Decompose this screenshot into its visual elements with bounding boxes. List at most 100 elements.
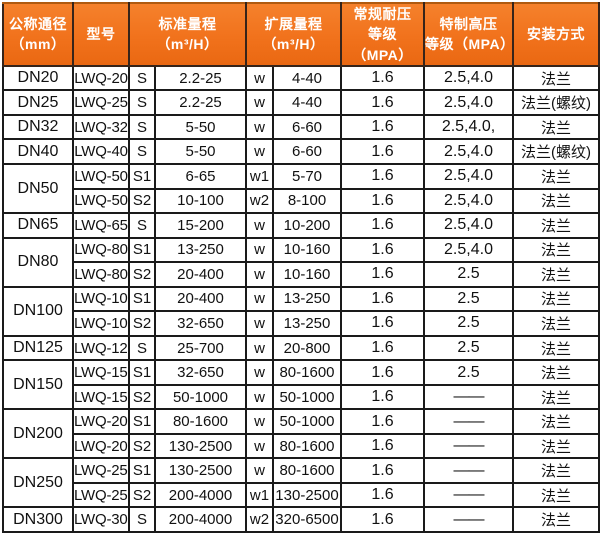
standard-range-cell: 10-100: [154, 187, 247, 215]
standard-range-cell: 50-1000: [154, 383, 247, 411]
table-header: 公称通径 （mm） 型号 标准量程 （m³/H） 扩展量程 （m³/H） 常规耐压 等级（MPA…: [2, 2, 600, 67]
nominal-diameter-cell: DN65: [2, 212, 74, 239]
extended-code-cell: w: [245, 359, 274, 386]
nominal-diameter-cell: DN200: [2, 408, 74, 460]
extended-range-cell: 50-1000: [272, 408, 342, 435]
column-header-line: 安装方式: [527, 26, 585, 43]
standard-range-cell: 5-50: [154, 138, 247, 165]
standard-code-cell: S1: [128, 457, 156, 484]
standard-code-cell: S2: [128, 432, 156, 460]
model-cell: LWQ-25: [72, 89, 130, 116]
standard-range-cell: 32-650: [154, 359, 247, 386]
installation-cell: 法兰: [512, 310, 600, 337]
model-cell: LWQ-150: [72, 359, 130, 386]
standard-range-cell: 2.2-25: [154, 89, 247, 116]
extended-range-cell: 10-160: [272, 261, 342, 288]
column-header-line: （mm）: [10, 36, 66, 53]
special-pressure-cell: 2.5: [423, 261, 514, 288]
model-cell: LWQ-80: [72, 261, 130, 288]
standard-code-cell: S: [128, 506, 156, 533]
standard-range-cell: 130-2500: [154, 432, 247, 460]
extended-range-cell: 8-100: [272, 187, 342, 215]
standard-code-cell: S1: [128, 163, 156, 190]
extended-range-cell: 4-40: [272, 89, 342, 116]
extended-range-cell: 80-1600: [272, 359, 342, 386]
standard-code-cell: S: [128, 334, 156, 362]
installation-cell: 法兰: [512, 212, 600, 239]
model-cell: LWQ-50: [72, 163, 130, 190]
regular-pressure-cell: 1.6: [340, 113, 425, 141]
special-pressure-cell: 2.5: [423, 334, 514, 362]
column-header-line: 型号: [86, 26, 116, 43]
extended-range-cell: 320-6500: [272, 506, 342, 533]
regular-pressure-cell: 1.6: [340, 334, 425, 362]
regular-pressure-cell: 1.6: [340, 359, 425, 386]
standard-code-cell: S: [128, 212, 156, 239]
installation-cell: 法兰: [512, 113, 600, 141]
standard-code-cell: S1: [128, 408, 156, 435]
extended-code-cell: w1: [245, 481, 274, 509]
standard-range-cell: 200-4000: [154, 481, 247, 509]
nominal-diameter-cell: DN150: [2, 359, 74, 411]
extended-code-cell: w: [245, 64, 274, 92]
model-cell: LWQ-250: [72, 481, 130, 509]
table-row: LWQ-50 S2 10-100 w2 8-100 1.6 2.5,4.0 法兰: [3, 187, 600, 215]
nominal-diameter-cell: DN50: [2, 163, 74, 215]
installation-cell: 法兰(螺纹): [512, 138, 600, 165]
special-pressure-cell: 2.5: [423, 310, 514, 337]
special-pressure-cell: ——: [423, 506, 514, 533]
nominal-diameter-cell: DN125: [2, 334, 74, 362]
model-cell: LWQ-150: [72, 383, 130, 411]
standard-code-cell: S: [128, 89, 156, 116]
extended-code-cell: w: [245, 236, 274, 264]
standard-range-cell: 2.2-25: [154, 64, 247, 92]
extended-range-cell: 80-1600: [272, 457, 342, 484]
extended-code-cell: w: [245, 310, 274, 337]
standard-code-cell: S2: [128, 261, 156, 288]
installation-cell: 法兰: [512, 457, 600, 484]
regular-pressure-cell: 1.6: [340, 64, 425, 92]
column-header-line: 常规耐压: [353, 6, 412, 22]
extended-range-cell: 50-1000: [272, 383, 342, 411]
nominal-diameter-cell: DN40: [2, 138, 74, 165]
extended-code-cell: w: [245, 212, 274, 239]
nominal-diameter-cell: DN250: [2, 457, 74, 509]
extended-code-cell: w: [245, 138, 274, 165]
standard-range-cell: 130-2500: [154, 457, 247, 484]
model-cell: LWQ-100: [72, 310, 130, 337]
extended-range-cell: 13-250: [272, 310, 342, 337]
special-pressure-cell: ——: [423, 383, 514, 411]
extended-range-cell: 13-250: [272, 285, 342, 313]
nominal-diameter-cell: DN100: [2, 285, 74, 337]
model-cell: LWQ-125: [72, 334, 130, 362]
installation-cell: 法兰: [512, 236, 600, 264]
extended-code-cell: w2: [245, 187, 274, 215]
standard-range-cell: 80-1600: [154, 408, 247, 435]
installation-cell: 法兰: [512, 163, 600, 190]
standard-code-cell: S2: [128, 383, 156, 411]
column-header-line: 特制高压: [439, 16, 498, 33]
nominal-diameter-cell: DN300: [2, 506, 74, 533]
installation-cell: 法兰: [512, 481, 600, 509]
standard-range-cell: 25-700: [154, 334, 247, 362]
extended-range-cell: 5-70: [272, 163, 342, 190]
column-header-line: 公称通径: [9, 16, 67, 33]
column-header-regular-pressure: 常规耐压 等级（MPA）: [340, 2, 425, 67]
special-pressure-cell: 2.5: [423, 285, 514, 313]
extended-code-cell: w: [245, 334, 274, 362]
regular-pressure-cell: 1.6: [340, 383, 425, 411]
regular-pressure-cell: 1.6: [340, 261, 425, 288]
installation-cell: 法兰: [512, 261, 600, 288]
extended-range-cell: 6-60: [272, 113, 342, 141]
extended-code-cell: w: [245, 261, 274, 288]
model-cell: LWQ-100: [72, 285, 130, 313]
model-cell: LWQ-250: [72, 457, 130, 484]
table-row: DN20 LWQ-20 S 2.2-25 w 4-40 1.6 2.5,4.0 法兰: [2, 64, 600, 92]
standard-code-cell: S2: [128, 481, 156, 509]
extended-range-cell: 10-160: [272, 236, 342, 264]
special-pressure-cell: 2.5: [423, 359, 514, 386]
